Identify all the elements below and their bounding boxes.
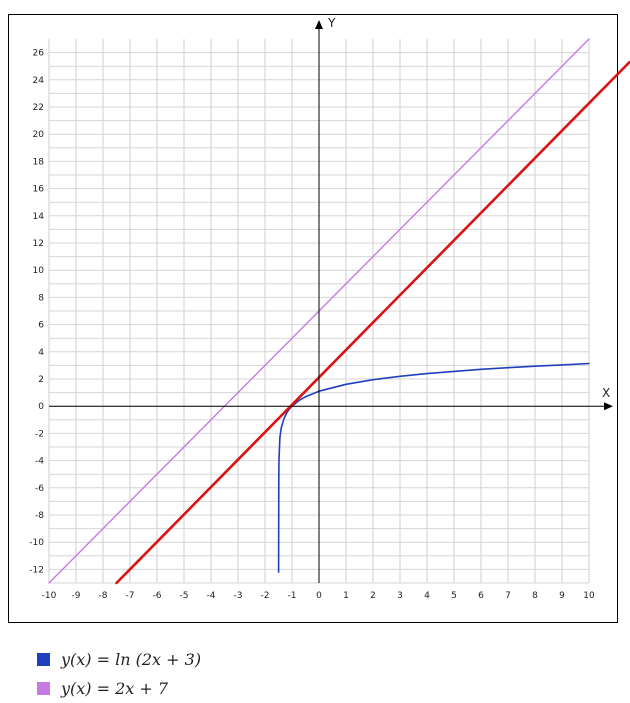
x-tick-label: -10 [42,591,57,601]
x-tick-label: -2 [261,591,270,601]
x-tick-label: -3 [234,591,243,601]
y-tick-label: 26 [33,49,45,59]
y-tick-label: -4 [35,457,44,467]
legend: y(x) = ln (2x + 3) y(x) = 2x + 7 [37,645,201,703]
y-tick-label: 22 [33,103,44,113]
x-tick-label: -4 [207,591,216,601]
y-tick-label: 24 [33,76,45,86]
axes: XY [49,16,613,583]
x-tick-label: -9 [72,591,81,601]
grid [48,39,590,584]
y-tick-label: -10 [29,538,44,548]
y-tick-label: -8 [35,511,44,521]
x-tick-label: 9 [559,591,565,601]
legend-swatch-ln [37,653,50,666]
x-axis-arrow-icon [604,402,613,411]
series-red-line [115,60,630,585]
y-tick-label: 4 [38,348,44,358]
x-tick-label: -6 [153,591,162,601]
series-ln-curve [277,362,590,573]
y-tick-label: 6 [38,321,44,331]
x-tick-label: 3 [397,591,403,601]
x-axis-label: X [602,386,610,400]
x-tick-label: 6 [478,591,484,601]
x-tick-label: 5 [451,591,457,601]
y-axis-label: Y [327,16,336,30]
x-tick-label: -5 [180,591,189,601]
y-tick-label: 18 [33,157,45,167]
x-tick-label: 1 [343,591,349,601]
y-tick-label: -2 [35,429,44,439]
y-tick-label: 8 [38,293,44,303]
y-axis-arrow-icon [315,20,323,29]
y-tick-label: 20 [33,130,45,140]
tick-labels: -10 -9 -8 -7 -6 -5 -4 -3 -2 -1 0 1 2 3 4 5 6 7 8 9 10-12-10-… [29,49,595,601]
y-tick-label: 2 [38,375,44,385]
legend-label-linear: y(x) = 2x + 7 [61,679,169,698]
legend-label-ln: y(x) = ln (2x + 3) [61,650,202,669]
y-tick-label: 12 [33,239,44,249]
x-tick-label: 8 [532,591,538,601]
x-tick-label: 4 [424,591,430,601]
legend-swatch-linear [37,682,50,695]
x-tick-label: -8 [99,591,108,601]
x-tick-label: 7 [505,591,511,601]
y-tick-label: -12 [29,565,44,575]
function-graph: XY -10 -9 -8 -7 -6 -5 -4 -3 -2 -1 0 1 2 3 4 5 6 7 8 9 10-12-… [29,16,630,601]
x-tick-label: 10 [583,591,595,601]
legend-entry-linear: y(x) = 2x + 7 [37,674,201,703]
y-tick-label: 14 [33,212,45,222]
x-tick-label: -7 [126,591,135,601]
y-tick-label: 10 [33,266,45,276]
y-tick-label: 16 [33,185,45,195]
x-tick-label: -1 [288,591,297,601]
y-tick-label: -6 [35,484,44,494]
x-tick-label: 2 [370,591,376,601]
legend-entry-ln: y(x) = ln (2x + 3) [37,645,201,674]
x-tick-label: 0 [316,591,322,601]
y-tick-label: 0 [38,402,44,412]
